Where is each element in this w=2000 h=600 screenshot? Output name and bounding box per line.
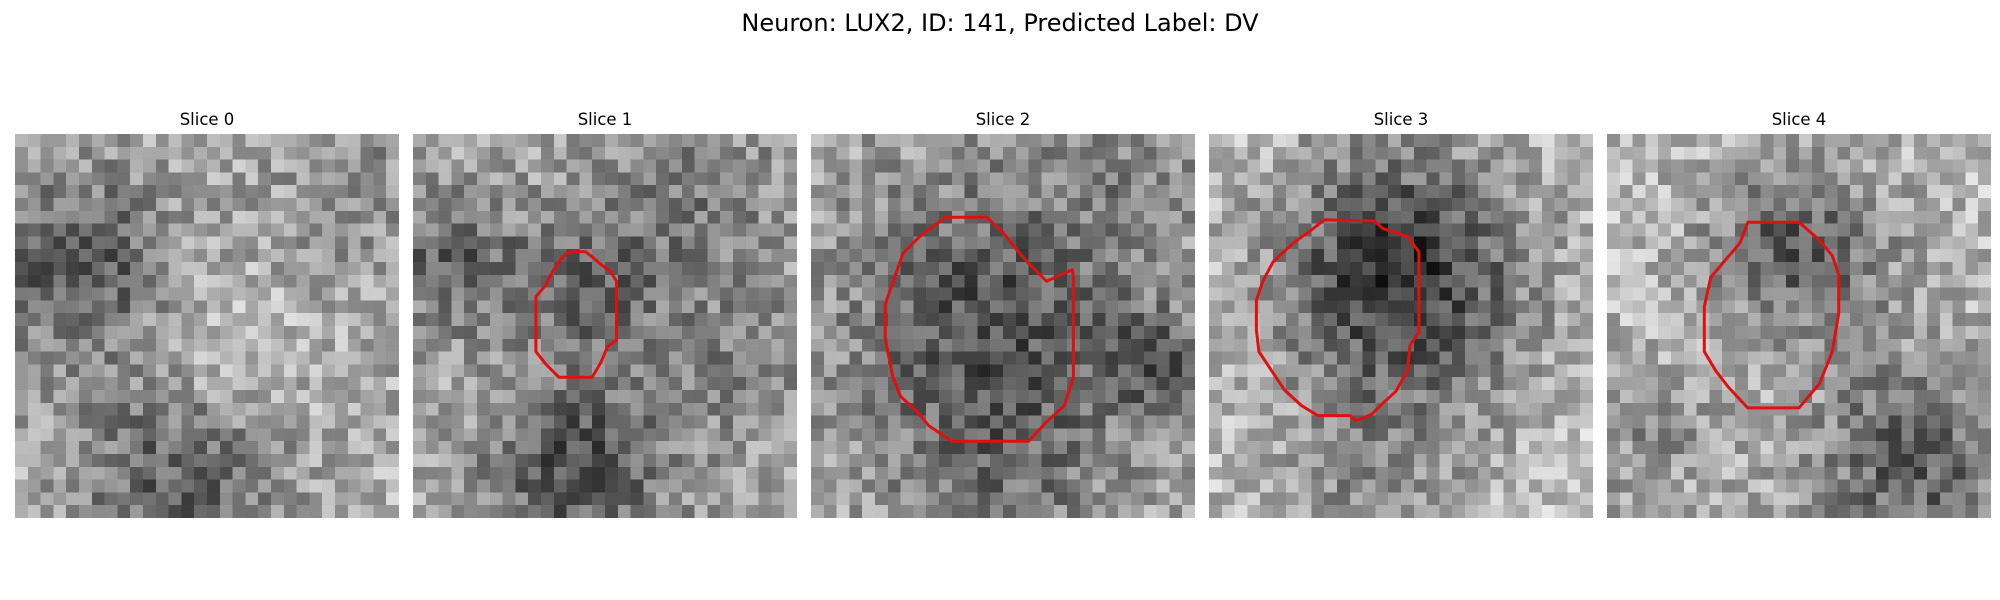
slice-panel-4: Slice 4: [1607, 0, 1991, 520]
cell-contour: [1254, 218, 1421, 423]
slice-panel-3: Slice 3: [1209, 0, 1593, 520]
pixel-grid: [413, 134, 797, 518]
cell-contour: [1702, 220, 1841, 410]
cell-contour: [534, 250, 618, 379]
cell-contour: [883, 215, 1075, 443]
figure-title: Neuron: LUX2, ID: 141, Predicted Label: …: [741, 9, 1259, 37]
pixel-grid: [1209, 134, 1593, 518]
slice-title-4: Slice 4: [1771, 110, 1827, 129]
slice-image-3: [1209, 134, 1593, 518]
slice-title-1: Slice 1: [577, 110, 633, 129]
slice-panel-1: Slice 1: [413, 0, 797, 520]
slice-title-3: Slice 3: [1373, 110, 1429, 129]
slice-panel-0: Slice 0: [15, 0, 399, 520]
slice-title-0: Slice 0: [179, 110, 235, 129]
pixel-grid: [811, 134, 1195, 518]
pixel-grid: [15, 134, 399, 518]
slice-image-0: [15, 134, 399, 518]
slice-image-1: [413, 134, 797, 518]
slice-panel-2: Slice 2: [811, 0, 1195, 520]
slice-image-4: [1607, 134, 1991, 518]
pixel-grid: [1607, 134, 1991, 518]
slice-image-2: [811, 134, 1195, 518]
slice-title-2: Slice 2: [975, 110, 1031, 129]
